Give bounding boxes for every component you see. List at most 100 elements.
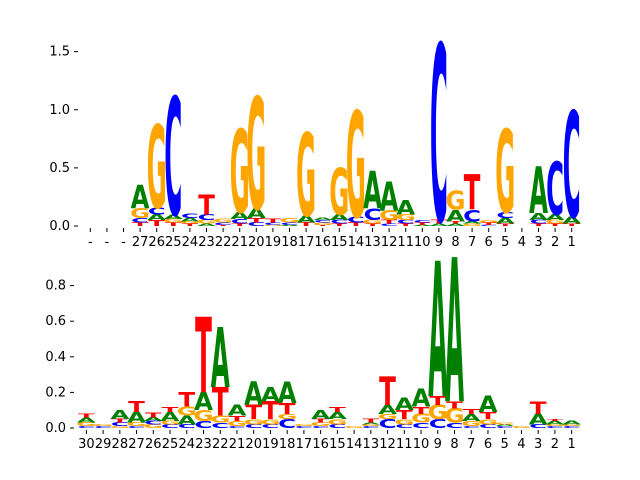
- logo-letter-t: T: [198, 190, 215, 222]
- x-tick-label: 20: [245, 437, 262, 452]
- x-tick-label: 18: [279, 437, 296, 452]
- logo-letter-t: T: [396, 408, 414, 423]
- logo-letter-a: A: [378, 402, 397, 417]
- x-tick-label: 4: [518, 235, 526, 250]
- logo-letter-a: A: [463, 221, 483, 225]
- logo-letter-g: G: [196, 220, 216, 226]
- logo-letter-t: T: [132, 222, 149, 228]
- logo-letter-t: T: [429, 393, 447, 408]
- logo-letter-t: T: [379, 368, 396, 415]
- logo-letter-a: A: [164, 213, 183, 221]
- logo-letter-t: T: [312, 418, 329, 424]
- x-tick-label: 17: [296, 437, 313, 452]
- logo-letter-g: G: [213, 218, 233, 224]
- logo-letter-a: A: [428, 225, 447, 441]
- y-tick-label: 0.2: [45, 385, 66, 400]
- logo-letter-t: T: [145, 411, 163, 420]
- logo-letter-g: G: [244, 418, 264, 427]
- logo-letter-a: A: [261, 384, 281, 407]
- logo-letter-t: T: [265, 218, 282, 224]
- logo-letter-t: T: [248, 217, 266, 225]
- logo-letter-g: G: [495, 422, 515, 425]
- logo-letter-c: C: [380, 223, 398, 227]
- logo-letter-c: C: [164, 66, 182, 253]
- x-tick-label: 13: [363, 437, 380, 452]
- logo-letter-c: C: [111, 422, 129, 428]
- logo-letter-g: G: [279, 217, 299, 225]
- logo-letter-g: G: [76, 422, 96, 428]
- logo-letter-c: C: [462, 426, 480, 429]
- y-tick-label: 0.6: [45, 314, 66, 329]
- x-tick-label: 14: [348, 235, 365, 250]
- logo-letter-g: G: [160, 420, 180, 426]
- logo-letter-t: T: [229, 414, 247, 423]
- logo-letter-c: C: [214, 222, 232, 226]
- logo-letter-g: G: [377, 413, 397, 422]
- logo-letter-c: C: [496, 426, 514, 429]
- logo-bottom: 0.00.20.40.60.830 29 28 27 26 25 24 23 22 21 20 19 1…: [45, 219, 581, 452]
- logo-letter-t: T: [262, 396, 279, 425]
- x-tick-label: 12: [381, 235, 398, 250]
- logo-letter-g: G: [246, 66, 266, 245]
- logo-letter-c: C: [412, 421, 430, 430]
- logo-letter-c: C: [211, 421, 229, 430]
- logo-letter-a: A: [244, 375, 263, 413]
- x-tick-label: 10: [414, 235, 431, 250]
- logo-letter-t: T: [480, 411, 497, 422]
- logo-letter-t: T: [530, 223, 547, 227]
- x-tick-label: 15: [329, 437, 346, 452]
- x-tick-label: -: [105, 235, 110, 250]
- logo-letter-g: G: [311, 422, 331, 428]
- x-tick-label: 23: [195, 437, 212, 452]
- logo-letter-g: G: [545, 424, 565, 427]
- logo-letter-t: T: [78, 413, 95, 419]
- logo-letter-a: A: [545, 420, 564, 426]
- x-tick-label: 23: [198, 235, 215, 250]
- logo-letter-g: G: [462, 223, 482, 227]
- logo-letter-g: G: [478, 418, 498, 427]
- logo-letter-g: G: [210, 414, 230, 425]
- logo-letter-g: G: [394, 418, 414, 427]
- y-tick-label: 0.0: [45, 421, 66, 436]
- logo-letter-g: G: [180, 221, 200, 225]
- y-tick-label: 1.5: [49, 45, 70, 60]
- logo-letter-a: A: [77, 416, 96, 425]
- logo-letter-a: A: [395, 395, 415, 415]
- logo-letter-g: G: [428, 401, 448, 424]
- x-tick-label: 6: [484, 437, 492, 452]
- logo-letter-c: C: [264, 222, 282, 226]
- x-tick-label: 7: [468, 235, 476, 250]
- logo-letter-a: A: [546, 213, 565, 222]
- logo-letter-c: C: [261, 424, 279, 430]
- logo-letter-a: A: [412, 384, 431, 413]
- logo-letter-g: G: [495, 108, 515, 239]
- y-tick-label: 0.0: [49, 219, 70, 234]
- logo-letter-g: G: [147, 104, 167, 235]
- logo-letter-a: A: [562, 420, 581, 426]
- logo-letter-c: C: [128, 426, 146, 429]
- x-tick-label: -: [88, 235, 93, 250]
- x-tick-label: 2: [551, 437, 559, 452]
- logo-letter-t: T: [279, 400, 296, 418]
- logo-letter-g: G: [227, 420, 247, 429]
- x-tick-label: 12: [379, 437, 396, 452]
- logo-letter-c: C: [496, 211, 514, 220]
- logo-letter-t: T: [463, 407, 481, 416]
- logo-letter-g: G: [193, 407, 213, 425]
- logo-letter-g: G: [296, 112, 316, 243]
- logo-letter-c: C: [231, 218, 249, 226]
- logo-letter-a: A: [328, 411, 348, 422]
- logo-letter-g: G: [130, 206, 150, 221]
- x-tick-label: 30: [78, 437, 95, 452]
- x-tick-label: 8: [451, 235, 459, 250]
- logo-letter-t: T: [245, 401, 263, 424]
- x-tick-label: 22: [212, 437, 229, 452]
- logo-letter-g: G: [329, 155, 349, 230]
- logo-letter-c: C: [529, 424, 547, 430]
- logo-letter-a: A: [127, 409, 146, 427]
- logo-letter-t: T: [446, 400, 463, 411]
- x-tick-label: 2: [551, 235, 559, 250]
- logo-letter-t: T: [165, 222, 182, 228]
- logo-letter-a: A: [230, 211, 250, 222]
